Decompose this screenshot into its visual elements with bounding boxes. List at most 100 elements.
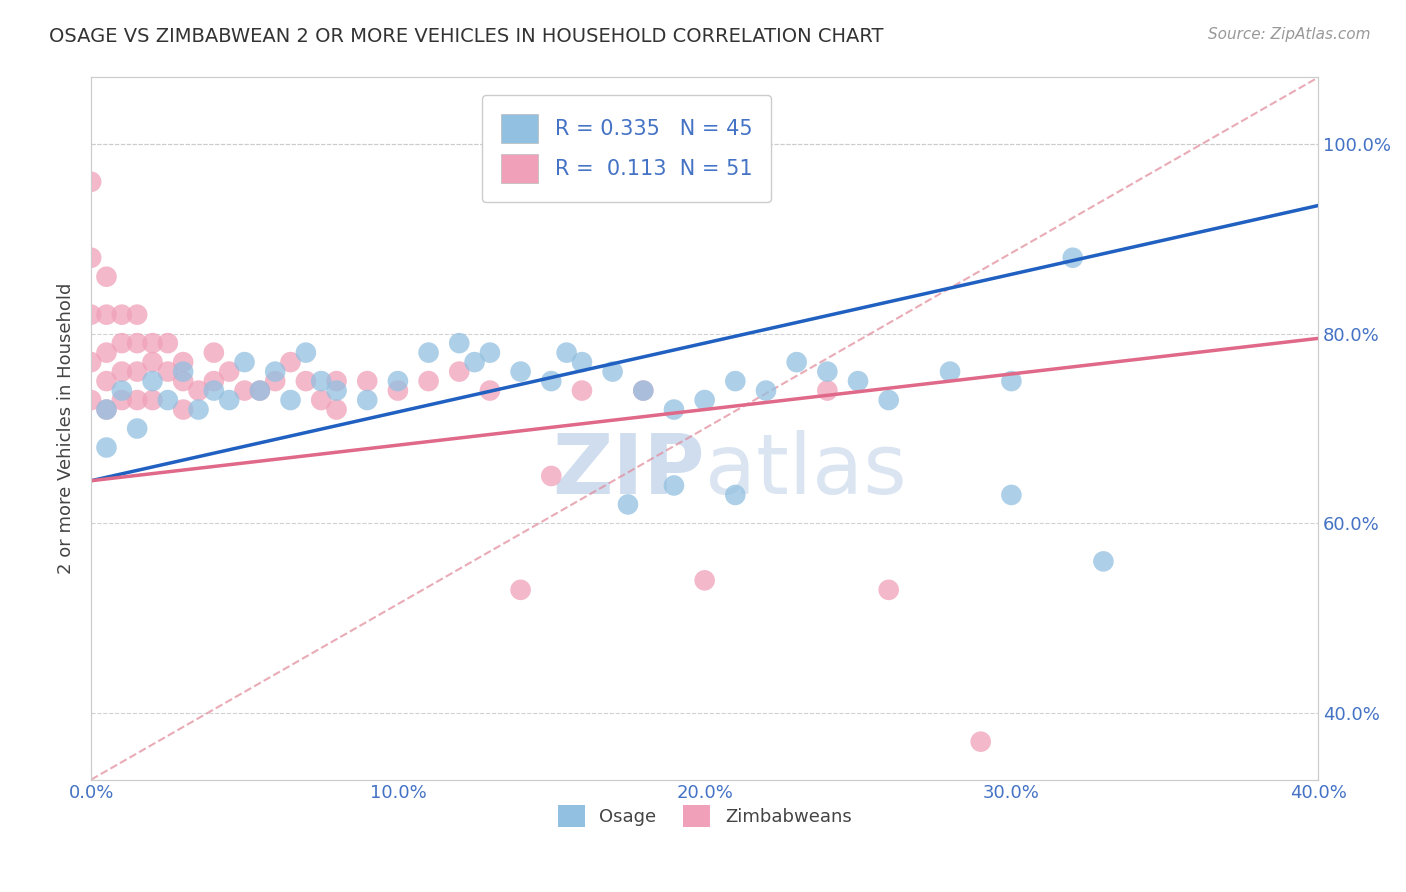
Point — [127, 421, 149, 435]
Point — [693, 574, 716, 588]
Point — [96, 308, 118, 322]
Point — [96, 269, 118, 284]
Point — [233, 384, 256, 398]
Point — [571, 355, 593, 369]
Point — [693, 392, 716, 407]
Point — [418, 374, 440, 388]
Text: atlas: atlas — [704, 430, 907, 511]
Point — [141, 374, 163, 388]
Point — [540, 469, 562, 483]
Point — [127, 365, 149, 379]
Legend: Osage, Zimbabweans: Osage, Zimbabweans — [550, 797, 859, 834]
Point — [387, 374, 409, 388]
Point — [325, 374, 347, 388]
Point — [249, 384, 271, 398]
Point — [96, 402, 118, 417]
Point — [264, 374, 287, 388]
Point — [111, 365, 134, 379]
Point — [141, 355, 163, 369]
Point — [156, 392, 179, 407]
Point — [172, 355, 194, 369]
Point — [249, 384, 271, 398]
Point — [478, 345, 501, 359]
Point — [127, 308, 149, 322]
Point — [295, 374, 318, 388]
Point — [156, 365, 179, 379]
Point — [815, 384, 838, 398]
Point — [846, 374, 869, 388]
Point — [141, 392, 163, 407]
Point — [187, 384, 209, 398]
Point — [449, 336, 471, 351]
Text: ZIP: ZIP — [553, 430, 704, 511]
Point — [96, 402, 118, 417]
Point — [509, 582, 531, 597]
Point — [233, 355, 256, 369]
Point — [1062, 251, 1084, 265]
Point — [815, 365, 838, 379]
Point — [662, 478, 685, 492]
Point — [786, 355, 808, 369]
Point — [156, 336, 179, 351]
Point — [80, 175, 103, 189]
Point — [202, 345, 225, 359]
Point — [877, 582, 900, 597]
Point — [202, 374, 225, 388]
Point — [602, 365, 624, 379]
Point — [218, 392, 240, 407]
Point — [555, 345, 578, 359]
Point — [111, 384, 134, 398]
Point — [540, 374, 562, 388]
Point — [172, 365, 194, 379]
Point — [127, 392, 149, 407]
Point — [356, 374, 378, 388]
Point — [80, 308, 103, 322]
Point — [141, 336, 163, 351]
Point — [755, 384, 778, 398]
Point — [218, 365, 240, 379]
Point — [449, 365, 471, 379]
Point — [970, 734, 993, 748]
Point — [309, 374, 332, 388]
Text: Source: ZipAtlas.com: Source: ZipAtlas.com — [1208, 27, 1371, 42]
Point — [172, 402, 194, 417]
Point — [96, 441, 118, 455]
Point — [111, 392, 134, 407]
Point — [111, 336, 134, 351]
Point — [202, 384, 225, 398]
Point — [325, 384, 347, 398]
Point — [418, 345, 440, 359]
Point — [1092, 554, 1115, 568]
Point — [96, 345, 118, 359]
Point — [724, 374, 747, 388]
Point — [80, 355, 103, 369]
Point — [295, 345, 318, 359]
Point — [724, 488, 747, 502]
Point — [1000, 374, 1022, 388]
Point — [571, 384, 593, 398]
Point — [187, 402, 209, 417]
Point — [96, 374, 118, 388]
Point — [80, 392, 103, 407]
Point — [662, 402, 685, 417]
Point — [280, 392, 302, 407]
Point — [939, 365, 962, 379]
Point — [325, 402, 347, 417]
Y-axis label: 2 or more Vehicles in Household: 2 or more Vehicles in Household — [58, 283, 75, 574]
Point — [264, 365, 287, 379]
Point — [617, 498, 640, 512]
Point — [1000, 488, 1022, 502]
Point — [633, 384, 655, 398]
Point — [478, 384, 501, 398]
Point — [387, 384, 409, 398]
Point — [172, 374, 194, 388]
Point — [127, 336, 149, 351]
Point — [356, 392, 378, 407]
Text: OSAGE VS ZIMBABWEAN 2 OR MORE VEHICLES IN HOUSEHOLD CORRELATION CHART: OSAGE VS ZIMBABWEAN 2 OR MORE VEHICLES I… — [49, 27, 884, 45]
Point — [309, 392, 332, 407]
Point — [280, 355, 302, 369]
Point — [633, 384, 655, 398]
Point — [80, 251, 103, 265]
Point — [509, 365, 531, 379]
Point — [111, 308, 134, 322]
